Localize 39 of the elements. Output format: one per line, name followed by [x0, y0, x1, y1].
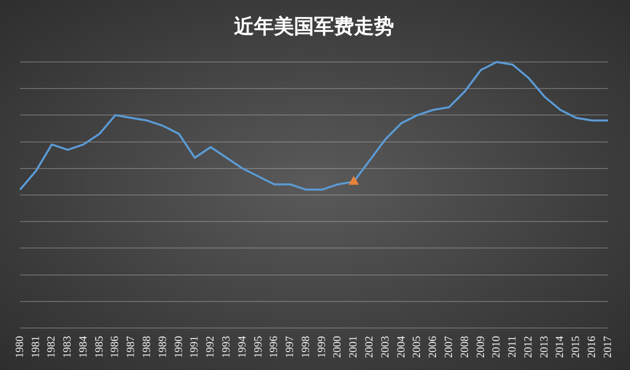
x-tick-label: 1995	[252, 336, 264, 358]
x-tick-label: 2000	[332, 336, 344, 358]
x-tick-label: 1988	[141, 336, 154, 358]
x-tick-label: 1993	[220, 336, 232, 358]
x-tick-label: 1986	[109, 336, 122, 358]
x-tick-label: 1982	[46, 336, 58, 358]
x-tick-label: 1991	[188, 336, 201, 358]
x-tick-label: 2008	[458, 336, 471, 358]
x-tick-label: 2002	[364, 336, 376, 358]
x-tick-label: 1984	[77, 336, 90, 358]
x-tick-label: 2012	[522, 336, 534, 358]
x-tick-label: 1994	[236, 336, 248, 358]
x-tick-label: 1985	[93, 336, 106, 358]
x-tick-label: 1983	[62, 336, 74, 358]
x-tick-label: 2013	[538, 336, 550, 358]
x-tick-label: 1989	[156, 336, 169, 358]
x-tick-label: 2003	[379, 336, 392, 358]
x-tick-label: 2004	[395, 336, 408, 358]
x-tick-label: 1980	[14, 336, 26, 358]
x-tick-label: 1990	[172, 336, 185, 358]
x-tick-label: 2001	[348, 336, 360, 358]
x-tick-label: 1998	[300, 336, 312, 358]
x-tick-label: 2014	[554, 336, 566, 358]
x-tick-label: 2010	[490, 336, 503, 358]
x-tick-label: 2011	[506, 336, 519, 358]
x-tick-label: 2009	[474, 336, 487, 358]
x-tick-label: 2016	[586, 336, 598, 358]
x-tick-label: 1987	[125, 336, 138, 358]
chart-title: 近年美国军费走势	[233, 14, 394, 38]
x-tick-label: 1981	[30, 336, 42, 358]
x-tick-label: 1996	[268, 336, 280, 358]
x-tick-label: 1992	[204, 336, 217, 358]
x-tick-label: 2005	[411, 336, 424, 358]
x-tick-label: 2006	[427, 336, 440, 358]
x-tick-label: 2017	[602, 336, 614, 358]
x-tick-label: 1999	[316, 336, 328, 358]
x-tick-label: 2015	[570, 336, 582, 358]
x-tick-label: 2007	[442, 336, 455, 358]
x-tick-label: 1997	[284, 336, 296, 358]
